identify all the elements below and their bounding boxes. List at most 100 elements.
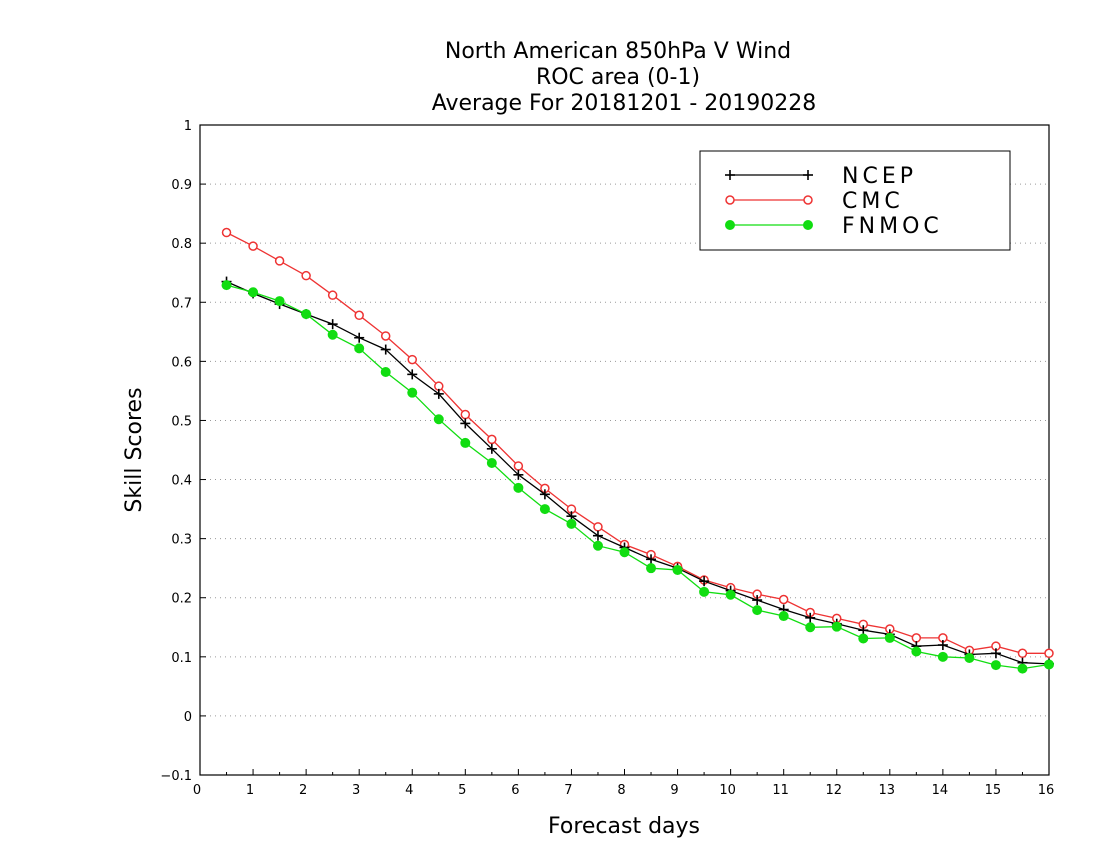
data-point-fnmoc (566, 518, 577, 529)
data-point-fnmoc (460, 437, 471, 448)
x-tick-label: 3 (352, 783, 360, 798)
legend-label-ncep: NCEP (842, 164, 917, 189)
data-point-fnmoc (407, 387, 418, 398)
legend-entry-cmc: CMC (725, 189, 904, 214)
data-point-fnmoc (752, 605, 763, 616)
y-tick-label: 0.8 (171, 237, 192, 252)
legend-entry-fnmoc: FNMOC (725, 214, 943, 239)
series-fnmoc (221, 280, 1054, 674)
y-tick-label: 0.6 (171, 355, 192, 370)
data-point-fnmoc (778, 611, 789, 622)
x-tick-label: 4 (405, 783, 413, 798)
axes: −0.100.10.20.30.40.50.60.70.80.910 1 2 3 4 5 6… (160, 119, 1054, 798)
data-point-fnmoc (619, 547, 630, 558)
data-point-ncep (539, 489, 550, 500)
data-point-ncep (486, 443, 497, 454)
data-point-cmc (301, 270, 311, 281)
legend-marker (725, 220, 735, 230)
data-point-fnmoc (964, 653, 975, 663)
data-point-ncep (990, 648, 1001, 659)
y-tick-label: 0.7 (171, 296, 192, 311)
data-point-ncep (433, 388, 444, 399)
data-point-cmc (778, 594, 789, 605)
data-point-ncep (354, 332, 365, 343)
data-point-ncep (937, 640, 948, 650)
data-point-cmc (487, 434, 497, 445)
data-point-ncep (752, 595, 763, 606)
data-point-fnmoc (354, 343, 365, 354)
y-tick-label: 0.2 (171, 592, 192, 607)
data-point-cmc (380, 331, 391, 341)
legend-marker (725, 195, 735, 205)
data-point-fnmoc (725, 589, 736, 600)
legend-label-fnmoc: FNMOC (842, 214, 943, 239)
x-axis-label: Forecast days (548, 814, 700, 839)
y-tick-label: −0.1 (160, 769, 192, 784)
legend-marker (725, 170, 735, 180)
data-point-fnmoc (327, 329, 338, 340)
y-axis-label: Skill Scores (122, 387, 147, 512)
data-point-fnmoc (884, 632, 895, 643)
y-tick-label: 0.1 (171, 651, 192, 666)
x-tick-label: 0 (193, 783, 201, 798)
data-point-fnmoc (486, 458, 497, 468)
data-point-cmc (221, 227, 232, 238)
data-point-fnmoc (380, 367, 391, 377)
chart-title-line-1: North American 850hPa V Wind (445, 39, 791, 64)
x-tick-label: 15 (985, 783, 1002, 798)
data-point-fnmoc (672, 564, 683, 575)
x-tick-label: 16 (1038, 783, 1055, 798)
data-point-ncep (513, 469, 524, 480)
data-point-cmc (354, 310, 364, 321)
data-point-ncep (592, 530, 603, 541)
data-point-fnmoc (646, 563, 657, 574)
x-tick-label: 8 (617, 783, 625, 798)
chart-title-line-3: Average For 20181201 - 20190228 (432, 91, 817, 116)
chart-title: North American 850hPa V Wind ROC area (0… (432, 39, 817, 116)
legend-marker (803, 195, 813, 205)
data-point-fnmoc (433, 414, 444, 425)
data-point-fnmoc (1044, 659, 1054, 670)
data-point-ncep (380, 344, 391, 355)
y-tick-label: 1 (184, 119, 192, 134)
x-tick-label: 5 (458, 783, 466, 798)
data-point-fnmoc (699, 586, 710, 597)
x-tick-label: 13 (879, 783, 896, 798)
chart-title-line-2: ROC area (0-1) (536, 65, 700, 90)
x-tick-label: 12 (825, 783, 842, 798)
series-line-fnmoc (226, 284, 1050, 670)
data-point-cmc (274, 256, 285, 266)
data-point-ncep (407, 369, 418, 380)
data-point-fnmoc (248, 287, 259, 298)
x-tick-label: 10 (719, 783, 736, 798)
data-point-fnmoc (990, 660, 1001, 671)
data-point-fnmoc (539, 504, 550, 515)
data-point-cmc (911, 633, 922, 643)
x-tick-label: 2 (299, 783, 307, 798)
data-series (221, 227, 1054, 674)
data-point-fnmoc (301, 309, 312, 320)
data-point-cmc (1044, 648, 1054, 659)
data-point-fnmoc (221, 280, 232, 291)
data-point-cmc (460, 409, 471, 420)
data-point-fnmoc (274, 296, 285, 307)
legend-label-cmc: CMC (842, 189, 904, 214)
data-point-fnmoc (911, 646, 922, 657)
data-point-fnmoc (1017, 663, 1028, 674)
data-point-fnmoc (805, 622, 816, 633)
data-point-fnmoc (937, 651, 948, 662)
x-tick-label: 11 (772, 783, 789, 798)
series-line-ncep (226, 281, 1050, 665)
y-tick-label: 0.5 (171, 414, 192, 429)
data-point-fnmoc (858, 633, 869, 644)
x-tick-label: 6 (511, 783, 519, 798)
x-tick-label: 9 (670, 783, 678, 798)
data-point-cmc (407, 354, 417, 365)
data-point-cmc (593, 522, 603, 532)
data-point-cmc (1017, 648, 1028, 659)
data-point-fnmoc (592, 540, 603, 551)
legend-entry-ncep: NCEP (725, 164, 917, 189)
x-tick-label: 7 (564, 783, 572, 798)
